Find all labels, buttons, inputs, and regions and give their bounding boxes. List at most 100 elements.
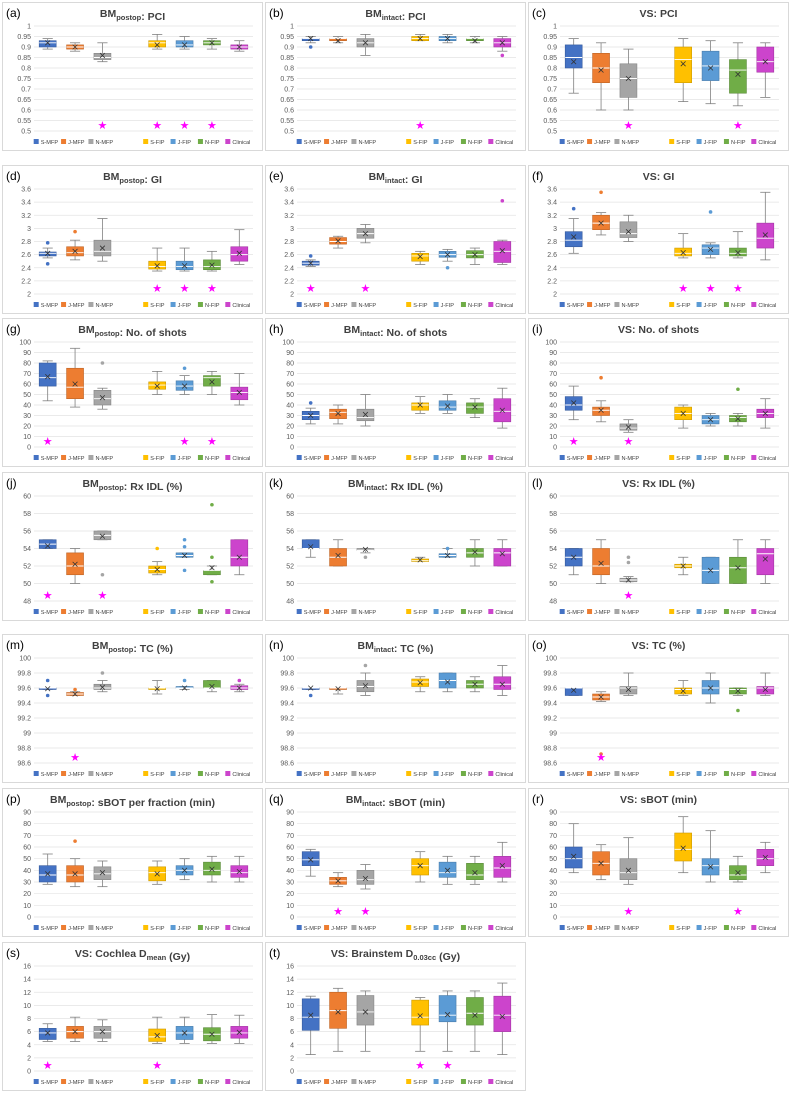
outlier-point xyxy=(73,687,77,692)
y-tick-label: 0.55 xyxy=(543,118,557,125)
legend-label: S-FIP xyxy=(413,926,428,932)
mean-marker xyxy=(362,1009,369,1015)
legend-label: J-MFP xyxy=(331,303,348,309)
legend-swatch xyxy=(143,925,149,930)
y-tick-label: 0.6 xyxy=(284,108,294,115)
box-j-fip xyxy=(701,830,720,883)
legend-swatch xyxy=(723,302,729,307)
significance-star: ★ xyxy=(98,120,108,132)
legend-label: N-MFP xyxy=(358,926,376,932)
mean-marker xyxy=(181,42,188,48)
iqr-box xyxy=(411,402,429,411)
legend-swatch xyxy=(614,925,620,930)
iqr-box xyxy=(148,40,166,48)
mean-marker xyxy=(154,263,160,269)
y-tick-label: 0.75 xyxy=(280,76,294,83)
legend-swatch xyxy=(225,771,231,776)
mean-marker xyxy=(209,683,215,690)
iqr-box xyxy=(93,1026,112,1039)
y-tick-label: 58 xyxy=(23,511,31,518)
legend-label: Clinical xyxy=(495,772,513,778)
mean-marker xyxy=(499,40,505,46)
significance-star: ★ xyxy=(43,436,53,448)
y-tick-label: 58 xyxy=(549,511,557,518)
box-clinical xyxy=(756,191,775,261)
significance-star: ★ xyxy=(596,752,606,764)
legend-label: J-FIP xyxy=(178,140,192,146)
mean-marker xyxy=(154,686,160,692)
y-tick-label: 0 xyxy=(290,445,294,452)
box-s-fip xyxy=(148,680,166,695)
legend-swatch xyxy=(587,771,593,776)
mean-marker xyxy=(625,867,632,874)
mean-marker xyxy=(762,232,768,238)
mean-marker xyxy=(417,1013,423,1019)
legend-label: N-MFP xyxy=(358,772,376,778)
chart-title-part: BM xyxy=(344,324,361,336)
legend-swatch xyxy=(170,455,176,460)
y-tick-label: 3.4 xyxy=(547,200,557,207)
panel-frame xyxy=(265,318,526,467)
legend-label: N-FIP xyxy=(205,140,220,146)
y-tick-label: 80 xyxy=(23,361,31,368)
outlier-point xyxy=(599,190,603,195)
legend-swatch xyxy=(351,609,357,614)
iqr-box xyxy=(674,247,692,257)
legend-swatch xyxy=(61,771,67,776)
panel-letter: (h) xyxy=(269,322,284,336)
mean-marker xyxy=(444,679,451,685)
legend-label: Clinical xyxy=(232,610,250,616)
mean-marker xyxy=(571,400,577,406)
iqr-box xyxy=(493,676,512,690)
box-n-mfp xyxy=(93,1019,112,1042)
mean-marker xyxy=(499,407,505,413)
chart-title: VS: Rx IDL (%) xyxy=(622,478,695,490)
significance-star: ★ xyxy=(70,752,80,764)
mean-marker xyxy=(45,373,51,380)
y-tick-label: 2 xyxy=(27,1055,31,1062)
significance-star: ★ xyxy=(733,120,743,132)
legend-label: J-FIP xyxy=(178,610,192,616)
y-tick-label: 70 xyxy=(286,833,294,840)
legend-swatch xyxy=(197,925,203,930)
legend-label: J-MFP xyxy=(68,772,85,778)
iqr-box xyxy=(729,59,747,94)
mean-marker xyxy=(236,685,242,691)
box-j-fip xyxy=(438,546,457,559)
legend-swatch xyxy=(696,302,702,307)
legend-swatch xyxy=(669,302,675,307)
y-tick-label: 80 xyxy=(23,821,31,828)
legend-label: S-MFP xyxy=(304,610,322,616)
panel-frame xyxy=(528,472,789,621)
panel-letter: (p) xyxy=(6,792,21,806)
outlier-point xyxy=(182,537,187,542)
y-tick-label: 0.9 xyxy=(547,45,557,52)
box-s-mfp xyxy=(564,548,583,576)
y-tick-label: 10 xyxy=(23,903,31,910)
y-tick-label: 60 xyxy=(286,845,294,852)
y-tick-label: 2.2 xyxy=(547,278,557,285)
legend-label: S-FIP xyxy=(676,610,691,616)
iqr-box xyxy=(411,858,429,876)
y-tick-label: 0 xyxy=(27,915,31,922)
box-n-mfp: ★ xyxy=(619,419,638,448)
chart-title-part: : PCI xyxy=(141,11,165,23)
box-n-fip: ★ xyxy=(729,855,747,918)
mean-marker xyxy=(598,220,604,226)
mean-marker xyxy=(417,557,423,563)
significance-star: ★ xyxy=(733,906,743,918)
outlier-point xyxy=(708,210,713,214)
legend-swatch xyxy=(170,771,176,776)
box-clinical xyxy=(230,373,249,406)
legend-swatch xyxy=(559,302,565,307)
box-clinical xyxy=(230,1014,249,1044)
legend-swatch xyxy=(143,771,149,776)
box-s-fip xyxy=(148,370,166,395)
y-tick-label: 12 xyxy=(286,990,294,997)
box-j-fip: ★ xyxy=(438,990,457,1072)
y-tick-label: 40 xyxy=(23,868,31,875)
chart-title-part: BM xyxy=(82,478,99,490)
legend-swatch xyxy=(324,925,330,930)
legend-label: Clinical xyxy=(232,456,250,462)
y-tick-label: 1 xyxy=(553,24,557,31)
